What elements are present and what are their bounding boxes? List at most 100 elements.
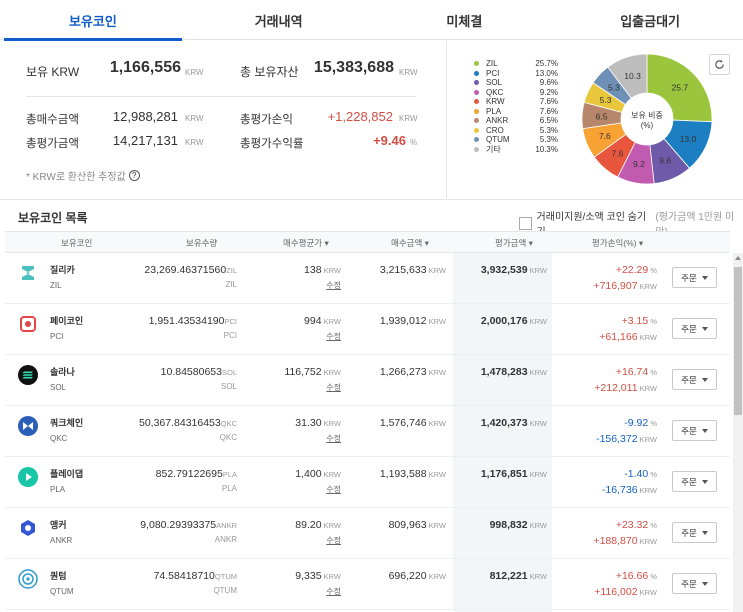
buy-value: 1,193,588: [379, 468, 427, 480]
modify-avg-link[interactable]: 수정: [326, 434, 341, 443]
legend-item: KRW 7.6%: [474, 97, 558, 107]
total-pl-label: 총평가손익: [240, 114, 293, 126]
pl-unit: KRW: [637, 537, 657, 546]
total-eval-label: 총평가금액: [26, 138, 79, 150]
profit-rate: +16.66 %: [616, 570, 657, 582]
holdings-list: 질리카 ZIL 23,269.46371560ZIL ZIL 138 KRW 수정 3,21…: [5, 253, 730, 610]
summary-divider: [26, 96, 416, 97]
hide-small-coins-checkbox[interactable]: [519, 216, 532, 230]
order-button[interactable]: 주문: [672, 267, 717, 288]
modify-avg-link[interactable]: 수정: [326, 587, 341, 596]
coin-name[interactable]: 쿼크체인: [50, 418, 84, 428]
refresh-button[interactable]: [709, 54, 730, 75]
total-rate-unit: %: [410, 138, 418, 147]
eval-amount: 2,000,176 KRW: [481, 315, 547, 327]
table-row[interactable]: 퀀텀 QTUM 74.58418710QTUM QTUM 9,335 KRW 수정 696,…: [5, 559, 730, 610]
coin-name[interactable]: 앵커: [50, 520, 67, 530]
table-row[interactable]: 플레이댑 PLA 852.79122695PLA PLA 1,400 KRW 수정 1,19…: [5, 457, 730, 508]
legend-value: 5.3%: [539, 135, 558, 145]
order-button[interactable]: 주문: [672, 420, 717, 441]
eval-value: 2,000,176: [480, 315, 528, 327]
col-eval-amount[interactable]: 평가금액 ▾: [495, 238, 533, 248]
scrollbar[interactable]: [733, 253, 743, 612]
pl-unit: KRW: [637, 435, 657, 444]
modify-avg-link[interactable]: 수정: [326, 536, 341, 545]
coin-symbol: PCI: [50, 332, 64, 341]
eval-value: 3,932,539: [480, 264, 528, 276]
pct-unit: %: [648, 266, 657, 275]
coin-name[interactable]: 솔라나: [50, 367, 75, 377]
order-button[interactable]: 주문: [672, 522, 717, 543]
profit-amount: -16,736 KRW: [602, 484, 657, 496]
tab-history[interactable]: 거래내역: [254, 13, 303, 29]
help-icon[interactable]: ?: [128, 170, 140, 181]
avg-buy-price: 994 KRW: [304, 315, 341, 327]
table-row[interactable]: 쿼크체인 QKC 50,367.84316453QKC QKC 31.30 KRW 수정 1…: [5, 406, 730, 457]
order-button[interactable]: 주문: [672, 573, 717, 594]
chevron-down-icon: [701, 275, 708, 280]
total-eval-unit: KRW: [185, 138, 204, 147]
buy-unit: KRW: [426, 572, 446, 581]
profit-rate: +16.74 %: [616, 366, 657, 378]
asset-summary: 보유 KRW 1,166,556 KRW 총 보유자산 15,383,688 K…: [0, 41, 446, 198]
profit-amount: +188,870 KRW: [593, 535, 657, 547]
tab-deposit-wait[interactable]: 입출금대기: [620, 13, 681, 29]
buy-unit: KRW: [426, 266, 446, 275]
chevron-down-icon: [701, 428, 708, 433]
tab-holdings[interactable]: 보유코인: [0, 0, 186, 41]
eval-amount: 998,832 KRW: [490, 519, 547, 531]
profit-rate-value: +3.15: [621, 315, 649, 327]
scrollbar-thumb[interactable]: [734, 267, 742, 415]
modify-avg-link[interactable]: 수정: [326, 332, 341, 341]
legend-value: 5.3%: [539, 125, 558, 135]
table-row[interactable]: 앵커 ANKR 9,080.29393375ANKR ANKR 89.20 KRW 수정 8…: [5, 508, 730, 559]
avg-unit: KRW: [321, 521, 341, 530]
buy-amount: 696,220 KRW: [389, 570, 446, 582]
col-profit-loss[interactable]: 평가손익(%) ▾: [592, 238, 644, 248]
pie-legend: ZIL 25.7% PCI 13.0% SOL 9.6% QKC 9.2% KRW 7.6% PLA…: [474, 59, 558, 154]
table-row[interactable]: 페이코인 PCI 1,951.43534190PCI PCI 994 KRW 수정 1,93…: [5, 304, 730, 355]
buy-value: 1,266,273: [379, 366, 427, 378]
order-label: 주문: [681, 425, 697, 436]
eval-unit: KRW: [527, 317, 547, 326]
pie-slice-label: 7.6: [612, 149, 624, 159]
legend-swatch: [474, 118, 479, 124]
profit-rate-value: +23.32: [615, 519, 649, 531]
modify-avg-link[interactable]: 수정: [326, 383, 341, 392]
legend-item: PCI 13.0%: [474, 69, 558, 79]
scroll-up-icon[interactable]: [735, 256, 741, 260]
coin-symbol: QTUM: [50, 587, 74, 596]
order-button[interactable]: 주문: [672, 318, 717, 339]
tab-pending[interactable]: 미체결: [446, 13, 483, 29]
order-label: 주문: [681, 527, 697, 538]
coin-name[interactable]: 질리카: [50, 265, 75, 275]
avg-unit: KRW: [321, 419, 341, 428]
legend-label: SOL: [486, 78, 503, 88]
profit-rate: +23.32 %: [616, 519, 657, 531]
pl-unit: KRW: [637, 384, 657, 393]
total-assets-value: 15,383,688: [313, 59, 394, 76]
buy-amount: 1,193,588 KRW: [380, 468, 446, 480]
order-button[interactable]: 주문: [672, 369, 717, 390]
coin-name[interactable]: 플레이댑: [50, 469, 84, 479]
coin-symbol: QKC: [50, 434, 68, 443]
quantity-symbol: PCI: [223, 331, 237, 340]
modify-avg-link[interactable]: 수정: [326, 281, 341, 290]
pie-slice-label: 5.3: [600, 95, 612, 105]
table-row[interactable]: 질리카 ZIL 23,269.46371560ZIL ZIL 138 KRW 수정 3,21…: [5, 253, 730, 304]
eval-amount: 1,478,283 KRW: [481, 366, 547, 378]
avg-buy-price: 9,335 KRW: [295, 570, 341, 582]
table-row[interactable]: 솔라나 SOL 10.84580653SOL SOL 116,752 KRW 수정 1,26…: [5, 355, 730, 406]
legend-value: 10.3%: [535, 144, 558, 154]
pie-slice-label: 25.7: [672, 83, 689, 93]
legend-item: ANKR 6.5%: [474, 116, 558, 126]
col-buy-amount[interactable]: 매수금액 ▾: [391, 238, 429, 248]
coin-symbol: SOL: [50, 383, 67, 392]
coin-name[interactable]: 퀀텀: [50, 571, 67, 581]
modify-avg-link[interactable]: 수정: [326, 485, 341, 494]
order-button[interactable]: 주문: [672, 471, 717, 492]
legend-swatch: [474, 99, 479, 105]
col-avg-price[interactable]: 매수평균가 ▾: [283, 238, 329, 248]
coin-name[interactable]: 페이코인: [50, 316, 84, 326]
profit-rate: +22.29 %: [616, 264, 657, 276]
